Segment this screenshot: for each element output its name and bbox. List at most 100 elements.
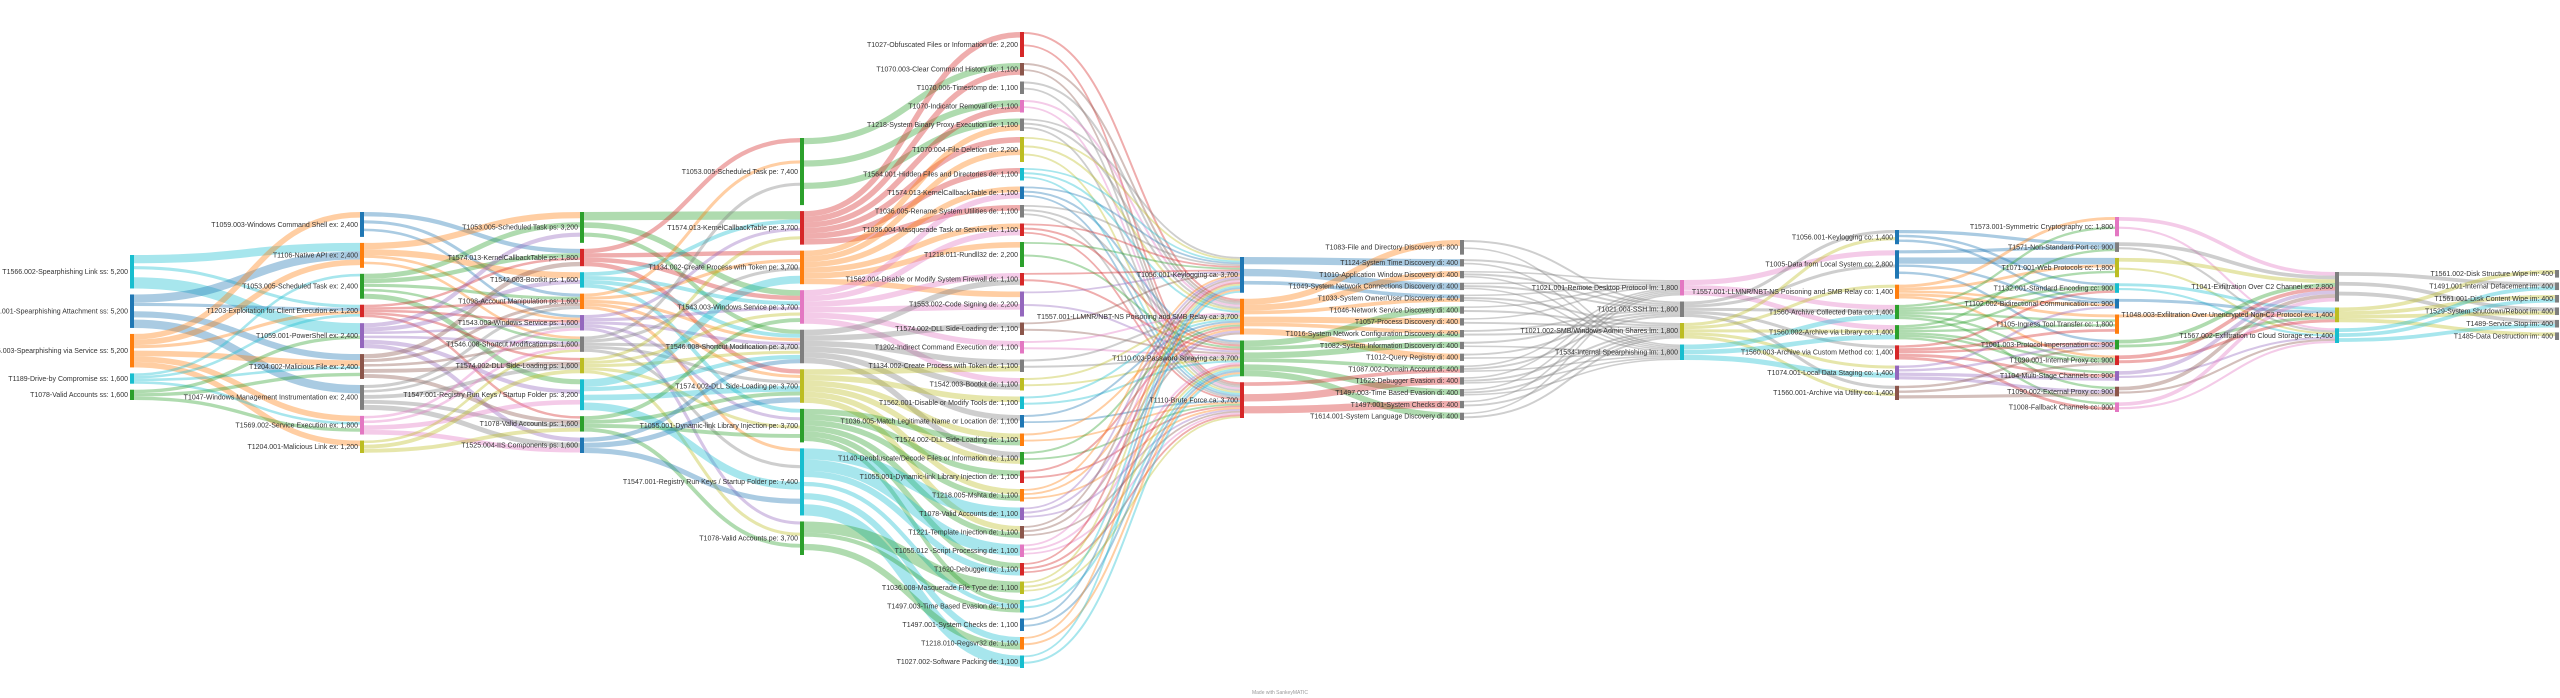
sankey-node-t1098-account-manipulation[interactable] (580, 293, 584, 310)
sankey-node-t1567-002-exfiltration-to-cloud-storage[interactable] (2335, 328, 2339, 343)
sankey-node-t1189-drive-by-compromise[interactable] (130, 373, 134, 384)
sankey-node-t1525-004-iis-components[interactable] (580, 437, 584, 453)
sankey-node-t1542-003-de[interactable] (1020, 378, 1024, 391)
sankey-node-t1553-002[interactable] (1020, 291, 1024, 317)
sankey-node-t1110-brute-force-ca[interactable] (1240, 382, 1244, 418)
sankey-node-t1543-003-windows-service-ps[interactable] (580, 315, 584, 331)
sankey-node-t1218-005[interactable] (1020, 489, 1024, 502)
sankey-node-t1027[interactable] (1020, 32, 1024, 57)
sankey-node-t1562-001[interactable] (1020, 396, 1024, 410)
sankey-node-t1083[interactable] (1460, 240, 1464, 255)
sankey-node-t1056-001-keylogging-co[interactable] (1895, 230, 1899, 245)
sankey-node-t1202[interactable] (1020, 341, 1024, 354)
sankey-node-t1012[interactable] (1460, 353, 1464, 361)
sankey-node-t1547-001-registry-run-keys-pe[interactable] (800, 448, 804, 516)
sankey-node-t1106-native-api[interactable] (360, 242, 364, 268)
sankey-node-t1021-002-smb-lm[interactable] (1680, 323, 1684, 339)
sankey-node-t1497-003[interactable] (1020, 600, 1024, 613)
sankey-node-t1569-002-service-execution[interactable] (360, 415, 364, 435)
sankey-node-t1090-002-external-proxy[interactable] (2115, 386, 2119, 397)
sankey-node-t1057[interactable] (1460, 318, 1464, 326)
sankey-node-t1104-multi-stage-channels[interactable] (2115, 371, 2119, 381)
sankey-node-t1055-001-de[interactable] (1020, 470, 1024, 484)
sankey-node-t1102-002-bidirectional-communication[interactable] (2115, 298, 2119, 309)
sankey-node-t1124[interactable] (1460, 259, 1464, 267)
sankey-node-t1036[interactable] (1020, 415, 1024, 428)
sankey-node-t1074-001-local-data-staging[interactable] (1895, 365, 1899, 380)
sankey-node-t1047-windows-management-instrumentation[interactable] (360, 384, 364, 410)
sankey-node-t1574-002-dll-side-loading-pe[interactable] (800, 369, 804, 403)
sankey-node-t1561-001-disk-content-wipe[interactable] (2555, 294, 2559, 303)
sankey-node-t1534-internal-spearphishing-lm[interactable] (1680, 344, 1684, 361)
sankey-node-t1560-002-archive-via-library[interactable] (1895, 325, 1899, 340)
sankey-node-t1008-fallback-channels[interactable] (2115, 402, 2119, 412)
sankey-node-t1497-003-di[interactable] (1460, 389, 1464, 397)
sankey-node-t1574-002-dll-side-loading[interactable] (580, 357, 584, 374)
sankey-node-t1134-002-de[interactable] (1020, 359, 1024, 373)
sankey-node-t1048-003-exfiltration-over-unencrypted-non-c2-protocol[interactable] (2335, 307, 2339, 323)
sankey-node-t1574-001[interactable] (1020, 433, 1024, 447)
sankey-node-t1071-001-web-protocols[interactable] (2115, 257, 2119, 278)
sankey-node-t1056-001-keylogging-ca[interactable] (1240, 257, 1244, 293)
sankey-node-t1566-001-spearphishing-attachment[interactable] (130, 294, 134, 328)
sankey-node-t1105-ingress-tool-transfer[interactable] (2115, 314, 2119, 334)
sankey-node-t1546-008-shortcut-modification-pe[interactable] (800, 329, 804, 364)
sankey-node-t1087-002[interactable] (1460, 365, 1464, 373)
sankey-node-t1053-005-scheduled-task-pe[interactable] (800, 138, 804, 206)
sankey-node-t1036-004[interactable] (1020, 223, 1024, 237)
sankey-node-t1110-003-password-spraying-ca[interactable] (1240, 340, 1244, 377)
sankey-node-t1566-002-spearphishing-link[interactable] (130, 255, 134, 289)
sankey-node-t1046[interactable] (1460, 306, 1464, 314)
sankey-node-t1574-002-de[interactable] (1020, 322, 1024, 336)
sankey-node-t1560-archive-collected-data[interactable] (1895, 304, 1899, 320)
sankey-node-t1010[interactable] (1460, 270, 1464, 279)
sankey-node-t1001-003-protocol-impersonation[interactable] (2115, 339, 2119, 350)
sankey-node-t1036-008[interactable] (1020, 581, 1024, 595)
sankey-node-t1489-service-stop[interactable] (2555, 319, 2559, 328)
sankey-node-t1218-011[interactable] (1020, 242, 1024, 267)
sankey-node-t1560-003-archive-via-custom-method[interactable] (1895, 345, 1899, 360)
sankey-node-t1053-005-scheduled-task-ps[interactable] (580, 212, 584, 243)
sankey-node-t1560-001-archive-via-utility[interactable] (1895, 385, 1899, 400)
sankey-node-t1049[interactable] (1460, 282, 1464, 291)
sankey-node-t1203-exploitation-for-client-execution[interactable] (360, 304, 364, 318)
sankey-node-t1082[interactable] (1460, 341, 1464, 350)
sankey-node-t1021-001-remote-desktop-protocol-lm[interactable] (1680, 280, 1684, 296)
sankey-node-t1078-valid-accounts-pe[interactable] (800, 521, 804, 555)
sankey-node-t1059-001-powershell[interactable] (360, 323, 364, 349)
sankey-node-t1557-001-llmnr-co[interactable] (1895, 284, 1899, 299)
sankey-node-t1566-003-spearphishing-via-service[interactable] (130, 333, 134, 368)
sankey-node-t1134-002-create-process-with-token[interactable] (800, 250, 804, 285)
sankey-node-t1557-001-llmnr-nbt-ns-ca[interactable] (1240, 298, 1244, 335)
sankey-node-t1055-012[interactable] (1020, 544, 1024, 558)
sankey-node-t1021-004-ssh-lm[interactable] (1680, 301, 1684, 318)
sankey-node-t1033[interactable] (1460, 294, 1464, 302)
sankey-node-t1078-de[interactable] (1020, 507, 1024, 521)
sankey-node-t1571-non-standard-port[interactable] (2115, 242, 2119, 252)
sankey-node-t1078-valid-accounts-ps[interactable] (580, 416, 584, 432)
sankey-node-t1036-005[interactable] (1020, 205, 1024, 218)
sankey-node-t1497-001[interactable] (1020, 618, 1024, 632)
sankey-node-t1622[interactable] (1460, 377, 1464, 385)
sankey-node-t1620[interactable] (1020, 563, 1024, 576)
sankey-node-t1221[interactable] (1020, 526, 1024, 539)
sankey-node-t1561-001-internal-defacement[interactable] (2555, 282, 2559, 291)
sankey-node-t1070[interactable] (1020, 100, 1024, 113)
sankey-node-t1070-004[interactable] (1020, 137, 1024, 162)
sankey-node-t1564-001[interactable] (1020, 168, 1024, 181)
sankey-node-t1614-001[interactable] (1460, 412, 1464, 420)
sankey-node-t1140[interactable] (1020, 452, 1024, 465)
sankey-node-t1053-005-scheduled-task-ex[interactable] (360, 273, 364, 299)
sankey-node-t1485-data-destruction[interactable] (2555, 332, 2559, 340)
sankey-node-t1204-002-malicious-file[interactable] (360, 354, 364, 379)
sankey-node-t1218-010[interactable] (1020, 637, 1024, 650)
sankey-node-t1561-002-disk-structure-wipe[interactable] (2555, 270, 2559, 278)
sankey-node-t1070-006[interactable] (1020, 81, 1024, 95)
sankey-node-t1573-001-symmetric-cryptography[interactable] (2115, 217, 2119, 237)
sankey-node-t1529-system-shutdown-reboot[interactable] (2555, 307, 2559, 316)
sankey-node-t1574-013-de[interactable] (1020, 186, 1024, 200)
sankey-node-t1574-013-kernelcallbacktable[interactable] (580, 248, 584, 267)
sankey-node-t1543-003-windows-service-pe[interactable] (800, 290, 804, 324)
sankey-node-t1059-003-windows-command-shell[interactable] (360, 212, 364, 237)
sankey-node-t1547-001-registry-run-keys-ps[interactable] (580, 379, 584, 411)
